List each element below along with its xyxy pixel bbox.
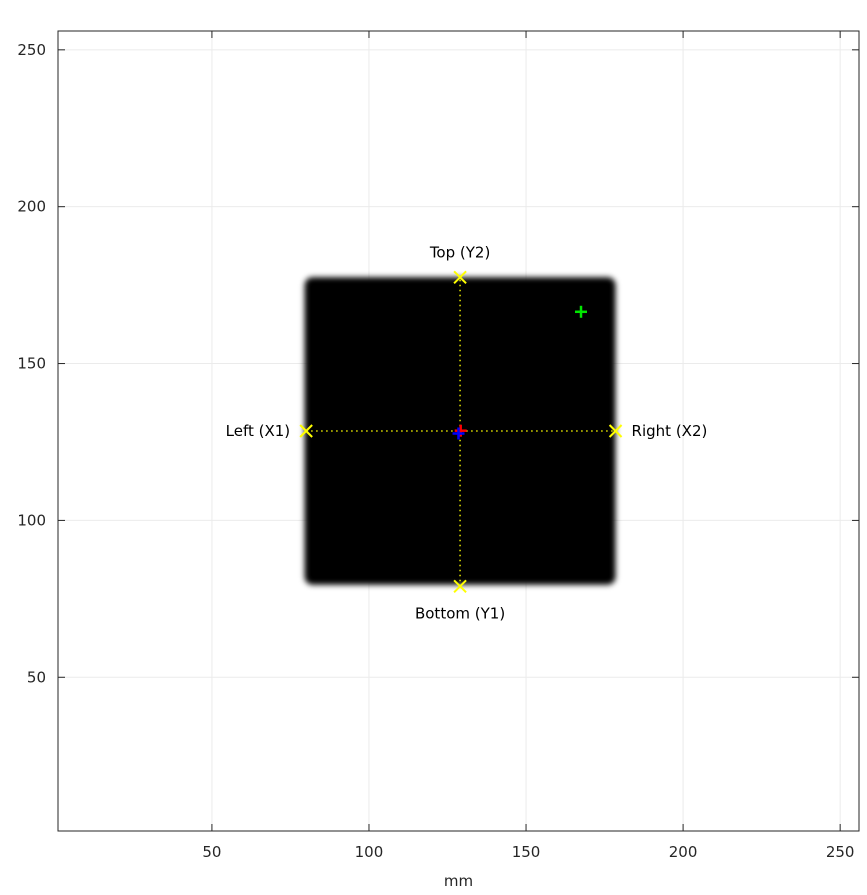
edge-marker: Top (Y2) <box>429 243 491 284</box>
edge-marker-label: Left (X1) <box>226 422 291 440</box>
edge-marker-stroke <box>299 424 313 438</box>
y-tick-label: 250 <box>17 41 46 59</box>
x-tick-label: 50 <box>202 843 221 861</box>
y-tick-label: 100 <box>17 511 46 529</box>
edge-marker-stroke <box>453 270 467 284</box>
edge-marker-label: Bottom (Y1) <box>415 604 505 622</box>
y-tick-label: 50 <box>27 668 46 686</box>
x-tick-label: 250 <box>826 843 855 861</box>
edge-marker: Left (X1) <box>226 422 313 440</box>
x-tick-label: 100 <box>355 843 384 861</box>
x-tick-label: 200 <box>669 843 698 861</box>
edge-marker-label: Right (X2) <box>632 422 708 440</box>
y-tick-label: 200 <box>17 198 46 216</box>
edge-marker: Bottom (Y1) <box>415 579 505 622</box>
edge-marker: Right (X2) <box>608 422 708 440</box>
markers: Top (Y2) Bottom (Y1) Left (X1) Right (X2) <box>226 243 708 622</box>
edge-marker-stroke <box>608 424 623 438</box>
x-tick-label: 150 <box>512 843 541 861</box>
y-axis-label: mm <box>0 416 1 445</box>
y-tick-label: 150 <box>17 355 46 373</box>
edge-marker-label: Top (Y2) <box>429 243 491 261</box>
axes-box <box>57 30 860 832</box>
x-axis-label: mm <box>444 872 473 890</box>
center-marker <box>575 305 588 318</box>
edge-marker-stroke <box>453 579 467 594</box>
grid <box>58 31 859 831</box>
axes: 50 100 150 200 250 50 100 150 200 250 <box>17 30 860 861</box>
center-marker <box>452 427 465 440</box>
